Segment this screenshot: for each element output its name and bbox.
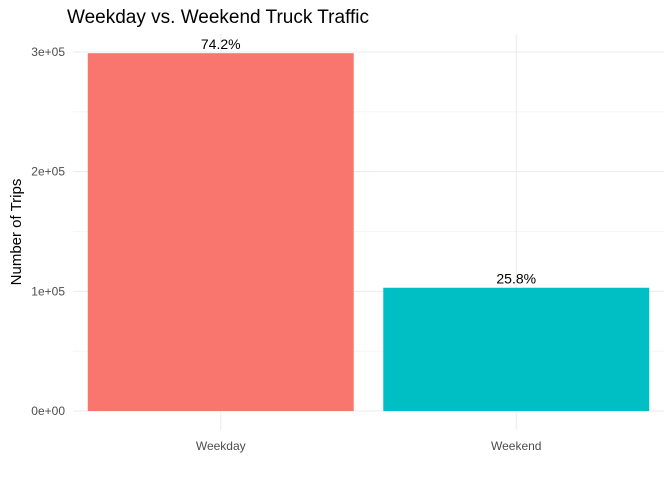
y-tick-label: 3e+05 bbox=[31, 45, 65, 59]
bar-data-label: 74.2% bbox=[201, 36, 241, 52]
x-tick-label: Weekday bbox=[196, 439, 246, 453]
y-tick-label: 1e+05 bbox=[31, 284, 65, 298]
x-tick-label: Weekend bbox=[491, 439, 541, 453]
y-axis-title: Number of Trips bbox=[8, 179, 25, 286]
bar-weekday bbox=[87, 53, 354, 412]
chart-title: Weekday vs. Weekend Truck Traffic bbox=[67, 7, 369, 28]
bars: 74.2% 25.8% bbox=[87, 36, 650, 412]
y-tick-label: 0e+00 bbox=[31, 404, 65, 418]
x-axis-tick-labels: Weekday Weekend bbox=[196, 439, 542, 453]
bar-weekend bbox=[383, 287, 650, 411]
bar-data-label: 25.8% bbox=[496, 271, 536, 287]
y-axis-tick-labels: 0e+00 1e+05 2e+05 3e+05 bbox=[31, 45, 65, 418]
y-tick-label: 2e+05 bbox=[31, 165, 65, 179]
